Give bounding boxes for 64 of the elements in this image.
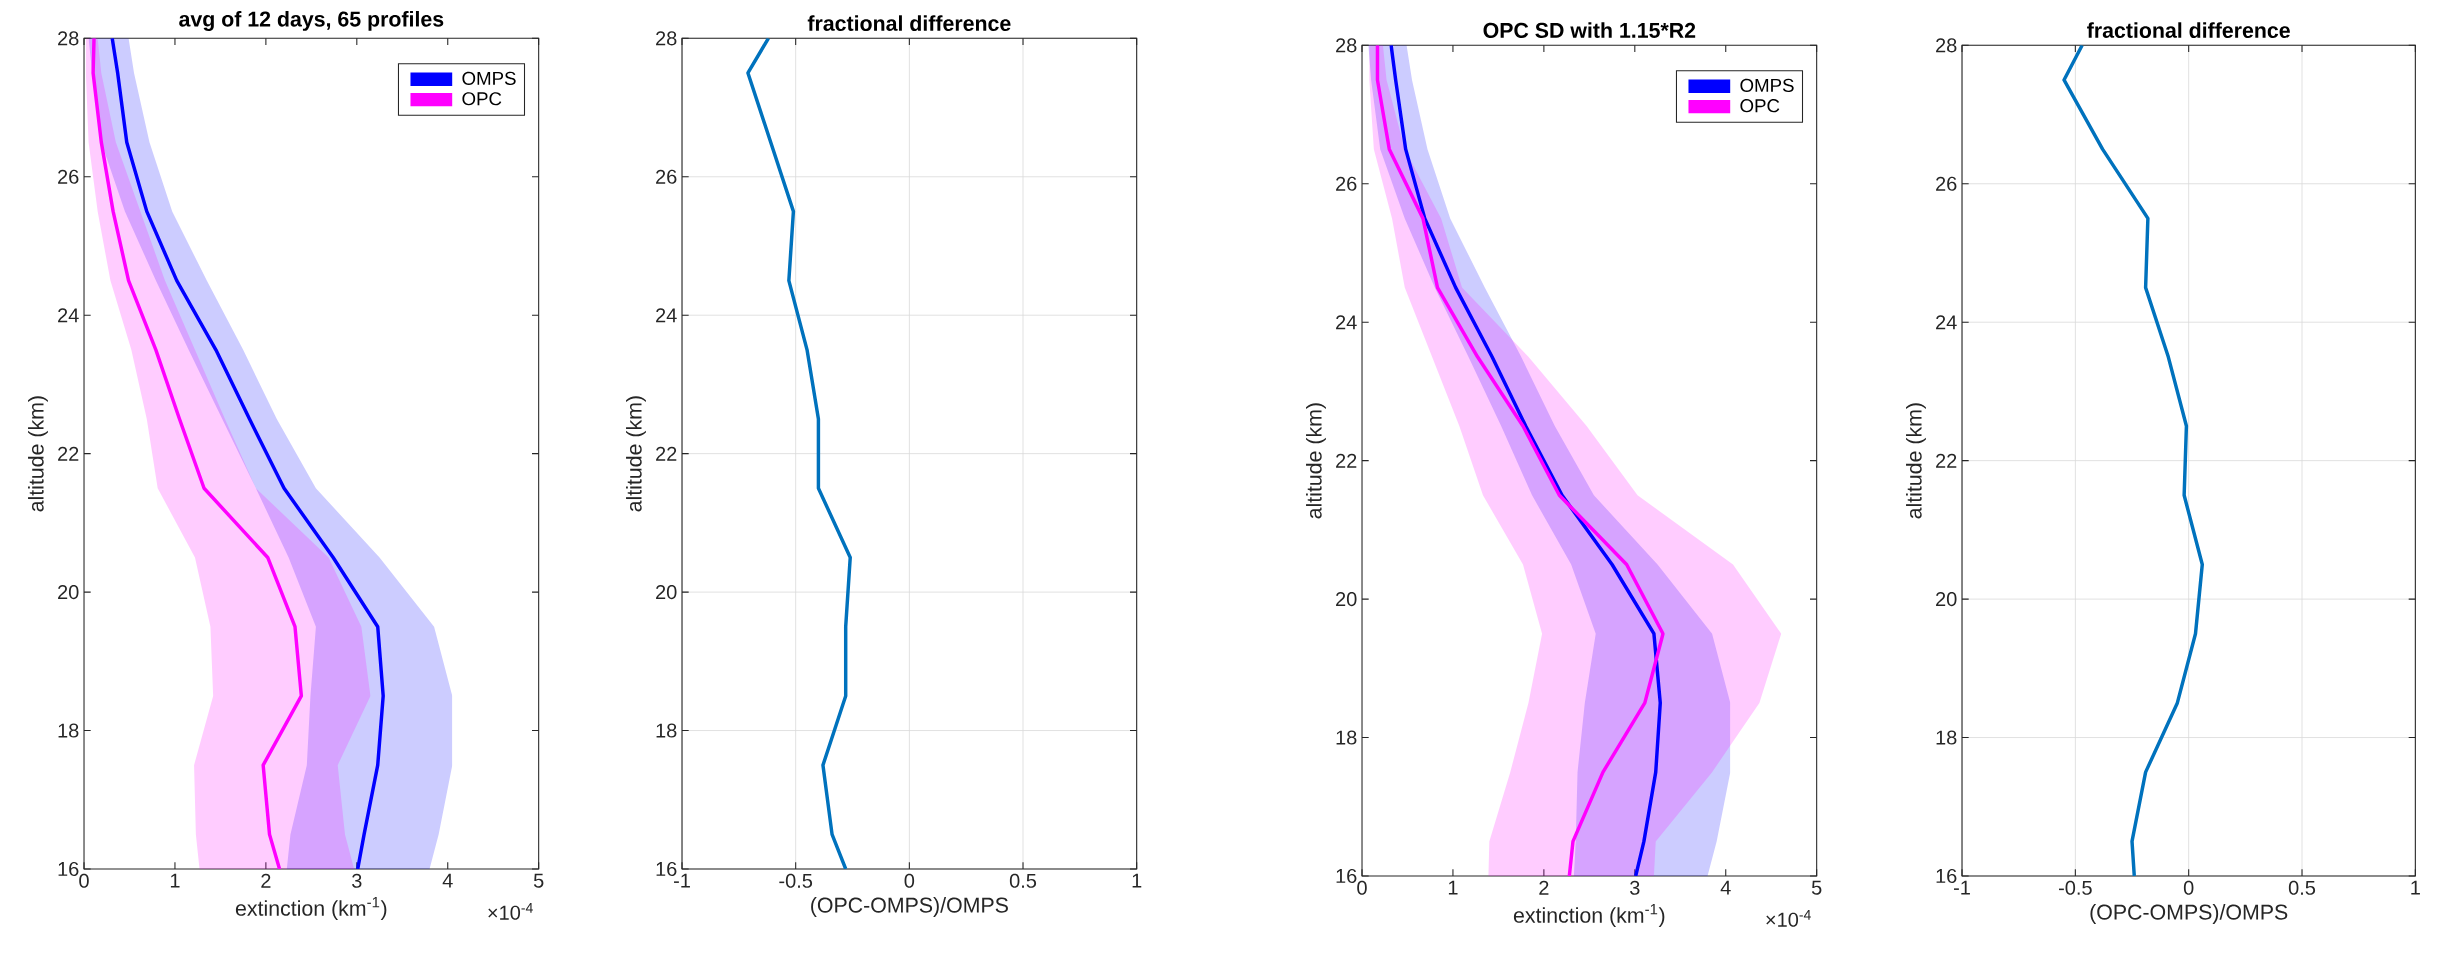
x-tick-label: 2 — [261, 873, 271, 888]
chart-title: fractional difference — [2087, 22, 2290, 38]
y-tick-label: 22 — [58, 446, 79, 461]
y-tick-label: 20 — [1936, 592, 1957, 607]
x-tick-label: 3 — [352, 873, 362, 888]
y-tick-label: 20 — [58, 585, 79, 600]
text: ×10$^{-4}$ — [1766, 910, 1811, 927]
text: ×10$^{-4}$ — [488, 903, 533, 920]
x-tick-label: 5 — [1811, 880, 1822, 895]
legend-label: OPC — [462, 92, 502, 106]
y-axis-title: altitude (km) — [1306, 403, 1326, 519]
y-tick-label: 28 — [1936, 38, 1957, 53]
x-tick-label: 0 — [2183, 880, 2194, 895]
legend-label: OPC — [1740, 99, 1780, 113]
x-tick-label: 0 — [79, 873, 89, 888]
y-tick-label: 16 — [1336, 868, 1357, 884]
x-axis-title: (OPC-OMPS)/OMPS — [2090, 904, 2288, 924]
y-tick-label: 22 — [656, 446, 677, 461]
x-tick-label: 4 — [1720, 880, 1731, 895]
y-tick-label: 22 — [1936, 453, 1957, 468]
y-tick-label: 18 — [58, 723, 79, 738]
y-tick-label: 24 — [656, 308, 677, 323]
y-tick-label: 24 — [1936, 315, 1957, 330]
y-tick-label: 16 — [58, 861, 79, 877]
y-axis-title: altitude (km) — [28, 396, 48, 512]
y-axis-title: altitude (km) — [1906, 403, 1926, 519]
legend-label: OMPS — [462, 71, 516, 85]
x-tick-label: 1 — [1448, 880, 1458, 895]
x-tick-label: 5 — [533, 873, 544, 888]
x-tick-label: 1 — [2411, 880, 2420, 895]
x-tick-label: 4 — [442, 873, 453, 888]
chart-title: avg of 12 days, 65 profiles — [179, 10, 444, 31]
x-tick-label: 0.5 — [2288, 880, 2316, 895]
x-tick-label: 0 — [904, 873, 915, 888]
y-tick-label: 28 — [1336, 38, 1357, 53]
y-tick-label: 18 — [1936, 730, 1957, 745]
chart-title: OPC SD with 1.15*R2 — [1483, 22, 1696, 38]
y-tick-label: 26 — [58, 169, 79, 184]
x-axis-title: (OPC-OMPS)/OMPS — [811, 897, 1008, 917]
y-axis-title: altitude (km) — [626, 396, 646, 512]
y-tick-label: 24 — [1336, 315, 1357, 330]
x-tick-label: 3 — [1630, 880, 1640, 895]
y-tick-label: 18 — [1336, 730, 1357, 745]
y-tick-label: 18 — [656, 723, 677, 738]
y-tick-label: 20 — [656, 585, 677, 600]
y-tick-label: 26 — [1936, 176, 1957, 191]
y-tick-label: 28 — [656, 31, 677, 46]
x-tick-label: 2 — [1539, 880, 1549, 895]
y-tick-label: 22 — [1336, 453, 1357, 468]
x-tick-label: 0.5 — [1009, 873, 1037, 888]
x-axis-title: extinction (km$^{-1}$) — [1513, 904, 1665, 928]
chart-title: fractional difference — [807, 15, 1011, 31]
legend-label: OMPS — [1740, 78, 1794, 92]
x-tick-label: 0 — [1357, 880, 1367, 895]
x-tick-label: 1 — [1132, 873, 1142, 888]
y-tick-label: 26 — [656, 169, 677, 184]
x-tick-label: 1 — [170, 873, 180, 888]
y-tick-label: 24 — [58, 308, 79, 323]
y-tick-label: 28 — [58, 31, 79, 46]
y-tick-label: 20 — [1336, 592, 1357, 607]
x-axis-title: extinction (km$^{-1}$) — [235, 897, 387, 921]
x-tick-label: -0.5 — [2058, 880, 2092, 895]
x-tick-label: -0.5 — [779, 873, 813, 888]
y-tick-label: 26 — [1336, 176, 1357, 191]
